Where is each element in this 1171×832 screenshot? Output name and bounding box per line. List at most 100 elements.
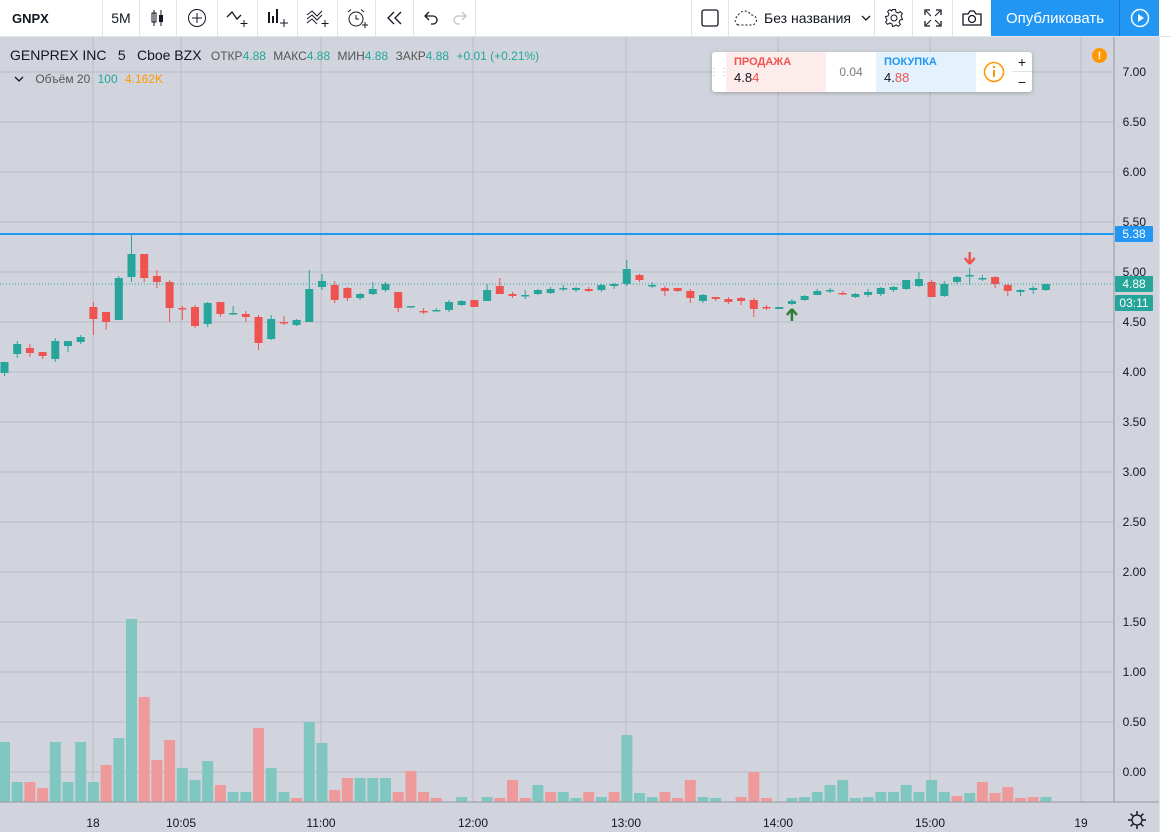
- candle[interactable]: [483, 284, 492, 301]
- undo-button[interactable]: [414, 0, 446, 36]
- candle[interactable]: [965, 268, 974, 285]
- financials-button[interactable]: [258, 0, 298, 36]
- candle[interactable]: [330, 281, 339, 303]
- candle[interactable]: [622, 260, 631, 286]
- chart-settings-button[interactable]: [1128, 811, 1146, 829]
- candle[interactable]: [991, 276, 1000, 288]
- candle[interactable]: [711, 297, 720, 301]
- candle[interactable]: [978, 275, 987, 281]
- candle[interactable]: [241, 311, 250, 322]
- candle[interactable]: [686, 289, 695, 303]
- candle[interactable]: [419, 308, 428, 314]
- candle[interactable]: [572, 287, 580, 292]
- candle[interactable]: [813, 289, 822, 295]
- sell-button[interactable]: ПРОДАЖА 4.84: [726, 52, 826, 92]
- candle[interactable]: [1041, 284, 1050, 291]
- indicators-button[interactable]: [218, 0, 258, 36]
- play-button[interactable]: [1119, 0, 1159, 36]
- settings-button[interactable]: [875, 0, 913, 36]
- candle[interactable]: [267, 315, 276, 340]
- candle[interactable]: [470, 300, 479, 307]
- candle[interactable]: [610, 283, 619, 289]
- candle[interactable]: [648, 282, 657, 288]
- volume-legend[interactable]: Объём 20 100 4.162K: [14, 72, 163, 86]
- candle[interactable]: [1029, 286, 1038, 294]
- candle[interactable]: [762, 305, 771, 310]
- candle[interactable]: [432, 308, 441, 312]
- snapshot-button[interactable]: [953, 0, 991, 36]
- candle[interactable]: [826, 288, 834, 293]
- layout-menu-button[interactable]: Без названия: [729, 0, 875, 36]
- fullscreen-toggle-button[interactable]: [691, 0, 729, 36]
- candle[interactable]: [927, 280, 936, 297]
- candle[interactable]: [495, 278, 504, 294]
- candle[interactable]: [178, 306, 187, 320]
- candle[interactable]: [305, 270, 314, 322]
- price-chart[interactable]: 7.00 6.50 6.00 5.50 5.00 4.50 4.00 3.50 3.00 2.50…: [0, 37, 1159, 832]
- symbol-search-button[interactable]: GNPX: [0, 0, 103, 36]
- quantity-decrease-button[interactable]: −: [1017, 74, 1027, 90]
- candle[interactable]: [0, 362, 9, 376]
- candle[interactable]: [64, 341, 72, 352]
- fullscreen-button[interactable]: [913, 0, 953, 36]
- warning-icon[interactable]: !: [1092, 48, 1107, 63]
- candle[interactable]: [102, 312, 111, 330]
- candle[interactable]: [343, 287, 352, 301]
- replay-button[interactable]: [376, 0, 414, 36]
- candle[interactable]: [673, 288, 682, 292]
- candle[interactable]: [356, 293, 365, 300]
- candle[interactable]: [1016, 289, 1025, 296]
- chart-style-button[interactable]: [140, 0, 177, 36]
- candle[interactable]: [559, 285, 568, 291]
- candle[interactable]: [381, 282, 390, 292]
- drag-handle[interactable]: ⋮⋮: [709, 66, 729, 78]
- candle[interactable]: [25, 344, 34, 357]
- candle[interactable]: [165, 280, 174, 322]
- candle[interactable]: [254, 315, 263, 350]
- candle[interactable]: [140, 254, 149, 282]
- candle[interactable]: [51, 338, 60, 362]
- candle[interactable]: [889, 286, 898, 292]
- interval-button[interactable]: 5M: [103, 0, 140, 36]
- candle[interactable]: [749, 298, 758, 317]
- quantity-increase-button[interactable]: +: [1012, 52, 1032, 72]
- candle[interactable]: [229, 306, 238, 315]
- candle[interactable]: [445, 300, 453, 312]
- candle[interactable]: [584, 287, 593, 292]
- candle[interactable]: [127, 234, 136, 282]
- chevron-down-icon[interactable]: [14, 75, 24, 83]
- candle[interactable]: [699, 294, 707, 303]
- candle[interactable]: [787, 299, 796, 305]
- candle[interactable]: [660, 286, 669, 296]
- candle[interactable]: [457, 300, 466, 306]
- candle[interactable]: [191, 305, 199, 328]
- candle[interactable]: [851, 293, 860, 298]
- candle[interactable]: [406, 306, 415, 308]
- redo-button[interactable]: [446, 0, 476, 36]
- publish-button[interactable]: Опубликовать: [991, 0, 1119, 36]
- compare-button[interactable]: [177, 0, 218, 36]
- candle[interactable]: [775, 307, 784, 309]
- candle[interactable]: [953, 276, 961, 284]
- alert-button[interactable]: [338, 0, 376, 36]
- candle[interactable]: [546, 287, 555, 294]
- candle[interactable]: [1003, 284, 1012, 296]
- candle[interactable]: [76, 335, 85, 344]
- info-button[interactable]: [976, 52, 1012, 92]
- candle[interactable]: [724, 297, 733, 304]
- candle[interactable]: [203, 302, 212, 327]
- candle[interactable]: [940, 281, 949, 297]
- candle[interactable]: [508, 292, 517, 298]
- candle[interactable]: [216, 302, 225, 317]
- candle[interactable]: [838, 291, 847, 295]
- candle[interactable]: [521, 290, 530, 299]
- candle[interactable]: [394, 292, 403, 312]
- candle[interactable]: [533, 289, 542, 295]
- templates-button[interactable]: [298, 0, 338, 36]
- candle[interactable]: [38, 352, 47, 359]
- candle[interactable]: [635, 274, 644, 282]
- buy-button[interactable]: ПОКУПКА 4.88: [876, 52, 976, 92]
- candle[interactable]: [800, 295, 809, 301]
- candle[interactable]: [292, 319, 301, 326]
- candle[interactable]: [13, 341, 22, 358]
